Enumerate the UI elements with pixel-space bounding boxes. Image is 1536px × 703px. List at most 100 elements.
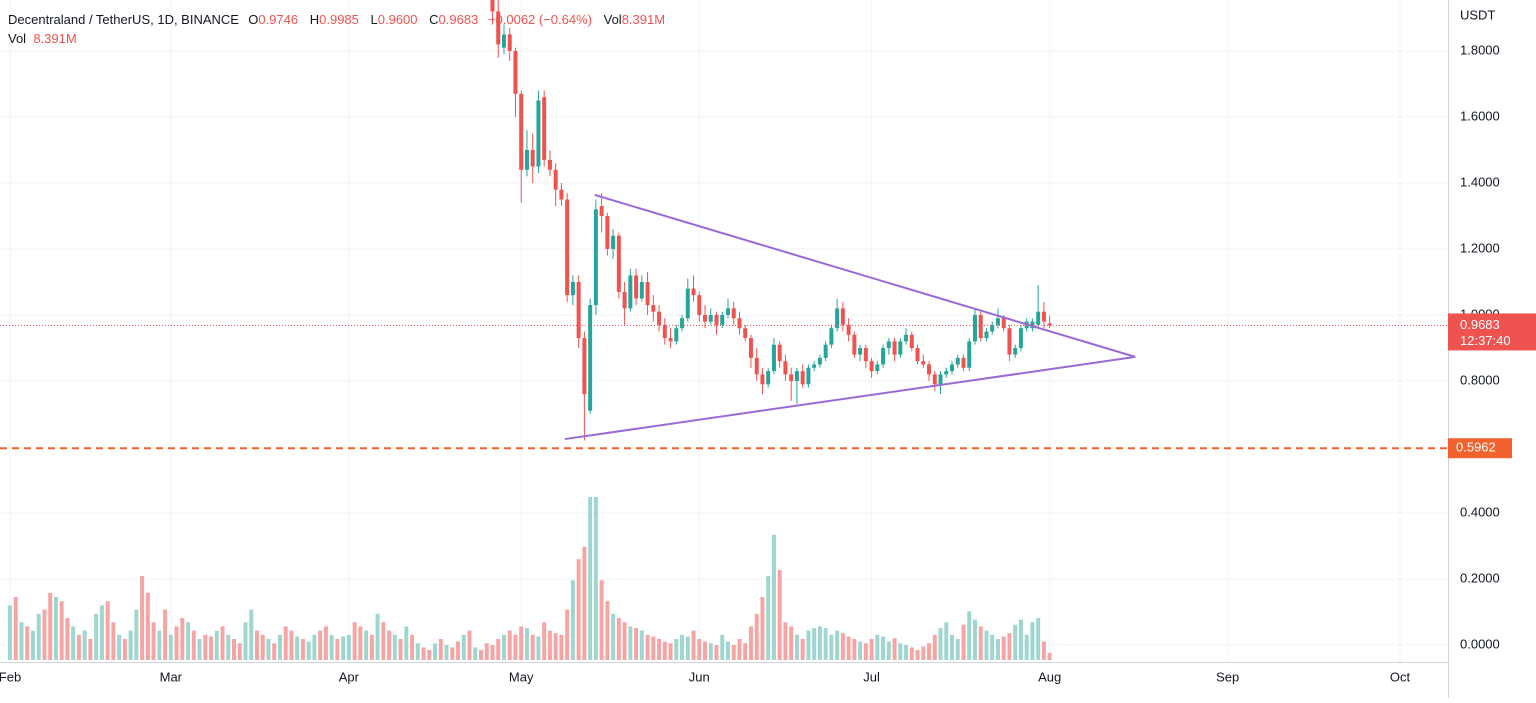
candle-body bbox=[708, 314, 713, 322]
candle-body bbox=[858, 347, 863, 355]
candle-body bbox=[1041, 311, 1046, 322]
volume-bar bbox=[277, 634, 282, 660]
volume-bar bbox=[559, 634, 564, 660]
legend-row: Decentraland / TetherUS, 1D, BINANCE O0.… bbox=[8, 10, 671, 29]
candle-body bbox=[1047, 323, 1052, 326]
volume-bar bbox=[427, 649, 432, 660]
candle-body bbox=[547, 159, 552, 170]
volume-bar bbox=[450, 647, 455, 660]
vol-label: Vol bbox=[603, 12, 622, 27]
volume-bar bbox=[622, 622, 627, 660]
volume-bar bbox=[364, 630, 369, 660]
volume-bar bbox=[186, 622, 191, 660]
candle-body bbox=[955, 357, 960, 365]
volume-bar bbox=[295, 636, 300, 660]
volume-bar bbox=[203, 634, 208, 660]
candle-body bbox=[760, 374, 765, 385]
change-value: −0.0062 (−0.64%) bbox=[487, 12, 592, 27]
volume-bar bbox=[1018, 619, 1023, 660]
candle-body bbox=[725, 308, 730, 315]
volume-bar bbox=[7, 605, 12, 660]
high-label: H bbox=[309, 12, 320, 27]
volume-bar bbox=[53, 597, 58, 660]
volume-bar bbox=[909, 647, 914, 660]
candle-body bbox=[720, 314, 725, 325]
candle-body bbox=[835, 308, 840, 329]
volume-bar bbox=[272, 643, 277, 660]
candle-body bbox=[1036, 311, 1041, 325]
volume-bar bbox=[840, 633, 845, 660]
volume-bar bbox=[507, 630, 512, 660]
volume-bar bbox=[180, 618, 185, 660]
close-label: C bbox=[429, 12, 439, 27]
price-tag bbox=[1448, 313, 1536, 351]
volume-bar bbox=[955, 639, 960, 660]
candle-body bbox=[984, 331, 989, 339]
plot-area bbox=[0, 0, 1448, 660]
volume-bar bbox=[972, 619, 977, 660]
volume-bar bbox=[71, 626, 76, 660]
vol-value: 8.391M bbox=[33, 31, 77, 46]
trendline bbox=[594, 193, 1136, 358]
candle-body bbox=[990, 324, 995, 332]
level-tag-label: 0.5962 bbox=[1456, 440, 1496, 455]
volume-bar bbox=[329, 634, 334, 660]
candle-body bbox=[519, 93, 524, 170]
volume-bar bbox=[289, 630, 294, 660]
volume-bar bbox=[335, 639, 340, 660]
candle-body bbox=[846, 324, 851, 335]
volume-bar bbox=[697, 639, 702, 660]
x-tick-label: Sep bbox=[1216, 669, 1239, 684]
candle-body bbox=[938, 374, 943, 385]
volume-bar bbox=[358, 626, 363, 660]
candle-body bbox=[927, 364, 932, 375]
candle-body bbox=[628, 275, 633, 309]
volume-bar bbox=[13, 597, 18, 660]
volume-bar bbox=[99, 605, 104, 660]
volume-bar bbox=[593, 497, 598, 660]
volume-bar bbox=[387, 630, 392, 660]
volume-bar bbox=[674, 639, 679, 660]
volume-bar bbox=[513, 634, 518, 660]
volume-bar bbox=[961, 624, 966, 660]
y-tick-label: 1.2000 bbox=[1460, 240, 1500, 255]
volume-bar bbox=[927, 643, 932, 660]
candle-body bbox=[869, 361, 874, 372]
volume-bar bbox=[48, 592, 53, 660]
volume-bar bbox=[737, 639, 742, 660]
volume-bar bbox=[438, 639, 443, 660]
candle-body bbox=[731, 308, 736, 319]
candle-body bbox=[777, 344, 782, 362]
candle-body bbox=[530, 149, 535, 167]
volume-bar bbox=[800, 639, 805, 660]
candle-body bbox=[852, 334, 857, 355]
volume-bar bbox=[237, 643, 242, 660]
grid bbox=[0, 0, 1448, 662]
candle-body bbox=[898, 341, 903, 355]
volume-bar bbox=[886, 641, 891, 660]
candle-body bbox=[501, 34, 506, 48]
volume-bar bbox=[777, 570, 782, 660]
candle-body bbox=[806, 367, 811, 385]
candle-body bbox=[490, 0, 495, 12]
volume-bar bbox=[599, 580, 604, 660]
candle-body bbox=[892, 341, 897, 355]
volume-bar bbox=[915, 649, 920, 660]
volume-bar bbox=[995, 639, 1000, 660]
candle-body bbox=[536, 100, 541, 167]
candle-body bbox=[766, 371, 771, 385]
volume-bar bbox=[691, 630, 696, 660]
candle-body bbox=[691, 288, 696, 296]
volume-bar bbox=[645, 634, 650, 660]
volume-bar bbox=[852, 639, 857, 660]
candle-body bbox=[909, 334, 914, 348]
volume-bar bbox=[685, 636, 690, 660]
volume-bar bbox=[283, 626, 288, 660]
symbol: Decentraland / TetherUS, 1D, BINANCE bbox=[8, 12, 239, 27]
candle-body bbox=[737, 318, 742, 329]
volume-bar bbox=[214, 630, 219, 660]
volume-bar bbox=[410, 634, 415, 660]
candle-body bbox=[605, 215, 610, 249]
volume-bar bbox=[932, 634, 937, 660]
candle-body bbox=[794, 371, 799, 381]
